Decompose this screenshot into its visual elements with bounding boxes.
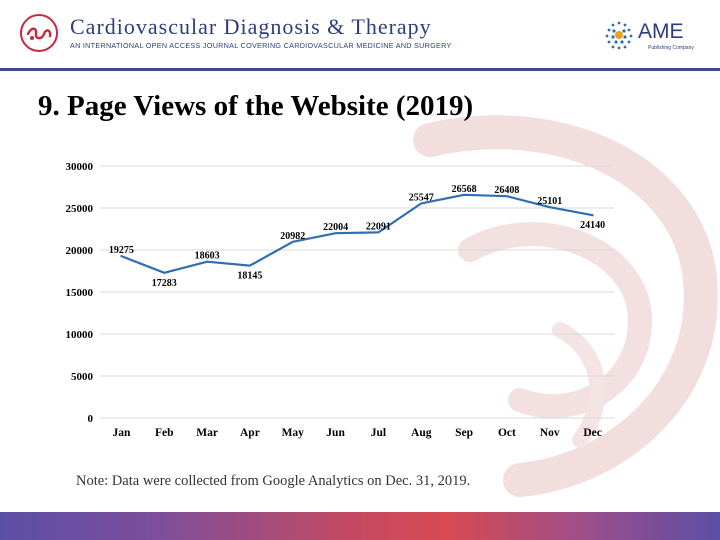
x-tick-label: Feb — [155, 427, 174, 439]
data-label: 26408 — [494, 185, 519, 196]
y-tick-label: 25000 — [66, 203, 94, 215]
x-tick-label: Dec — [583, 427, 602, 439]
data-source-note: Note: Data were collected from Google An… — [76, 473, 471, 489]
y-tick-label: 5000 — [71, 371, 94, 383]
publisher-tagline: Publishing Company — [648, 45, 694, 51]
data-label: 26568 — [452, 184, 477, 195]
chart-y-axis: 0 5000 10000 15000 20000 25000 30000 — [66, 161, 94, 425]
chart-gridlines — [100, 165, 614, 419]
x-tick-label: Jun — [326, 427, 345, 439]
data-label: 17283 — [152, 278, 177, 289]
data-label: 18603 — [195, 251, 220, 262]
y-tick-label: 10000 — [66, 329, 94, 341]
data-label: 22004 — [323, 222, 348, 233]
data-label: 24140 — [580, 220, 605, 231]
y-tick-label: 15000 — [66, 287, 94, 299]
cdt-journal-logo-icon — [20, 14, 58, 52]
x-tick-label: May — [282, 427, 305, 439]
data-label: 25547 — [409, 192, 434, 203]
x-tick-label: Oct — [498, 427, 516, 439]
footer-bar — [0, 512, 720, 540]
y-tick-label: 30000 — [66, 161, 94, 173]
header-divider — [0, 68, 720, 71]
header: Cardiovascular Diagnosis & Therapy AN IN… — [0, 0, 720, 72]
journal-title: Cardiovascular Diagnosis & Therapy — [70, 14, 432, 39]
publisher-name: AME — [638, 20, 684, 43]
data-label: 19275 — [109, 245, 134, 256]
chart-x-axis: Jan Feb Mar Apr May Jun Jul Aug Sep Oct Nov Dec — [112, 427, 601, 439]
x-tick-label: Aug — [411, 427, 432, 439]
chart-data-labels: 19275 17283 18603 18145 20982 22004 22091 25547… — [109, 184, 605, 289]
slide-title: 9. Page Views of the Website (2019) — [38, 90, 474, 122]
y-tick-label: 20000 — [66, 245, 94, 257]
data-label: 25101 — [537, 196, 562, 207]
x-tick-label: Apr — [240, 427, 260, 439]
x-tick-label: Sep — [455, 427, 473, 439]
x-tick-label: Nov — [540, 427, 560, 439]
data-label: 18145 — [237, 271, 262, 282]
x-tick-label: Jan — [112, 427, 131, 439]
ame-dot-globe-icon — [605, 21, 633, 50]
x-tick-label: Jul — [371, 427, 386, 439]
x-tick-label: Mar — [196, 427, 218, 439]
data-label: 22091 — [366, 221, 391, 232]
series-line — [120, 193, 594, 274]
journal-subtitle: AN INTERNATIONAL OPEN ACCESS JOURNAL COV… — [70, 41, 452, 50]
y-tick-label: 0 — [88, 413, 94, 425]
data-label: 20982 — [280, 231, 305, 242]
